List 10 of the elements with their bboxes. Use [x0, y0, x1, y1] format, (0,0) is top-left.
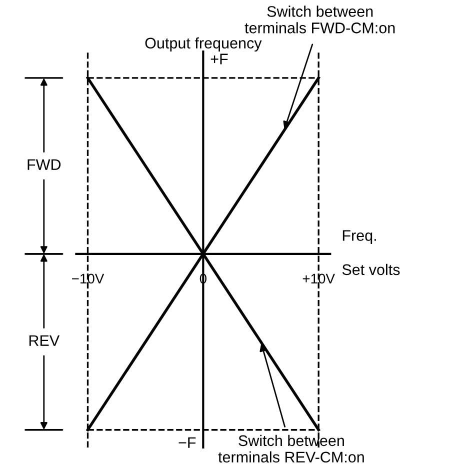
text: Freq. Set volts	[342, 230, 400, 276]
text: FWD	[28, 159, 61, 170]
y-axis-title: Output frequency	[145, 37, 262, 52]
annotation: Switch between terminals REV-CM:on	[218, 434, 364, 463]
text: REV	[29, 335, 60, 346]
text: −F	[178, 437, 196, 448]
text: +F	[210, 54, 228, 64]
annotation: Switch between terminals FWD-CM:on	[244, 6, 395, 34]
x-tick-label: +10V	[302, 274, 335, 284]
x-tick-label: −10V	[72, 274, 104, 284]
